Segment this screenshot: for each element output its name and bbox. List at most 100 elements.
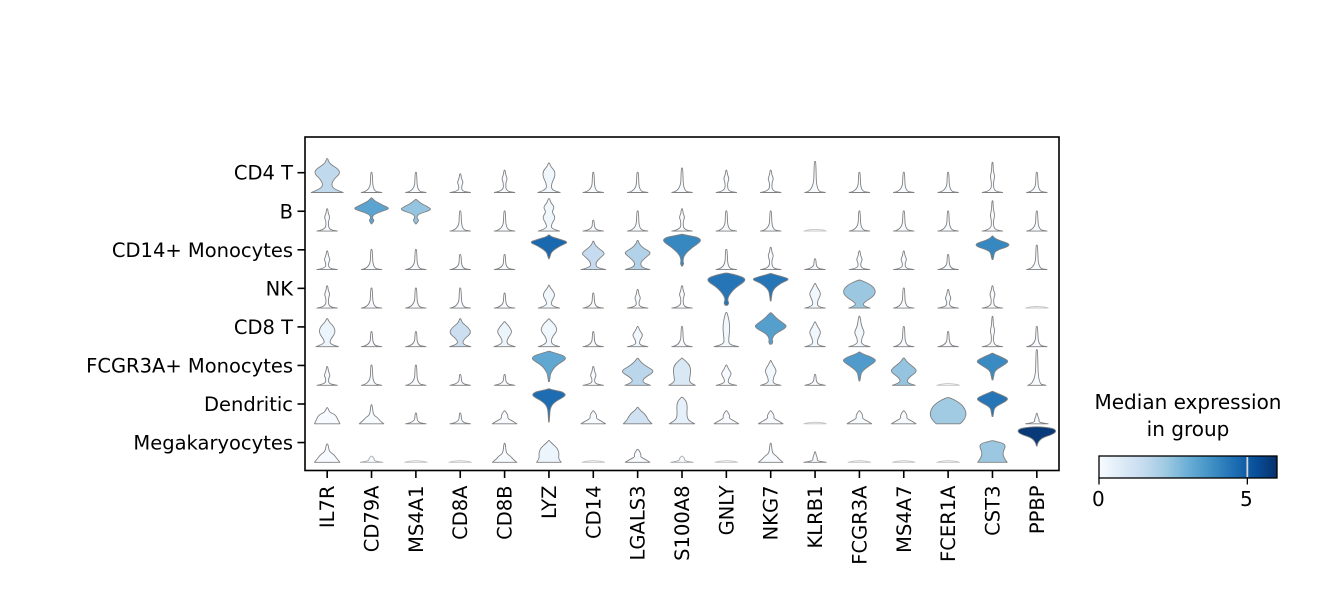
violin-Megakaryocytes-MS4A7	[892, 460, 916, 463]
violin-Megakaryocytes-CD14	[581, 460, 606, 463]
violin-NK-CST3	[981, 285, 1004, 309]
violin-NK-FCGR3A	[843, 279, 876, 309]
violin-CD4-T-NKG7	[760, 169, 782, 193]
violin-FCGR3A-Monocytes-CD14	[582, 366, 604, 386]
violin-Megakaryocytes-CD79A	[359, 455, 384, 463]
column-label: CD8A	[449, 485, 472, 540]
violin-Megakaryocytes-FCER1A	[936, 460, 960, 463]
violin-FCGR3A-Monocytes-NKG7	[760, 360, 782, 386]
violin-CD8-T-KLRB1	[804, 321, 826, 348]
violin-CD8-T-CD79A	[360, 331, 383, 348]
violin-FCGR3A-Monocytes-LYZ	[531, 350, 566, 383]
violin-Dendritic-NKG7	[757, 410, 784, 425]
row-label: Dendritic	[204, 393, 293, 416]
violin-Dendritic-CD14	[580, 410, 607, 425]
column-label: S100A8	[671, 486, 694, 561]
violin-CD14-Monocytes-IL7R	[316, 250, 338, 271]
violin-FCGR3A-Monocytes-CD8A	[449, 373, 471, 386]
violin-Megakaryocytes-NKG7	[757, 442, 784, 463]
column-label: LYZ	[538, 486, 561, 520]
violin-CD14-Monocytes-GNLY	[715, 248, 738, 271]
violin-B-LYZ	[537, 198, 561, 232]
violin-CD8-T-FCER1A	[937, 331, 959, 348]
violin-FCGR3A-Monocytes-KLRB1	[804, 373, 826, 386]
violin-B-KLRB1	[803, 229, 827, 232]
row-label: CD14+ Monocytes	[112, 239, 293, 262]
violin-FCGR3A-Monocytes-PPBP	[1027, 349, 1047, 386]
violin-NK-S100A8	[671, 285, 693, 309]
violin-B-PPBP	[1026, 210, 1048, 232]
violin-B-MS4A1	[400, 198, 431, 225]
violin-CD4-T-MS4A1	[405, 171, 427, 193]
violin-NK-MS4A1	[405, 287, 427, 309]
violin-CD8-T-GNLY	[713, 311, 740, 348]
violin-Dendritic-CST3	[977, 390, 1008, 418]
violin-Dendritic-LGALS3	[622, 406, 653, 425]
violin-CD14-Monocytes-CD8B	[493, 253, 516, 271]
violin-Dendritic-PPBP	[1025, 412, 1049, 425]
violin-Dendritic-MS4A1	[405, 412, 427, 425]
column-label: CD8B	[494, 486, 517, 540]
violin-B-CD14	[582, 219, 604, 232]
violin-Dendritic-LYZ	[532, 388, 566, 423]
violin-CD4-T-CD79A	[360, 171, 383, 193]
violin-CD14-Monocytes-CD8A	[449, 253, 471, 271]
violin-FCGR3A-Monocytes-FCGR3A	[843, 351, 876, 382]
violin-CD8-T-MS4A7	[893, 326, 915, 348]
violin-CD14-Monocytes-MS4A7	[893, 250, 915, 271]
column-label: MS4A1	[405, 486, 428, 553]
violin-Megakaryocytes-PPBP	[1017, 426, 1057, 447]
violin-Megakaryocytes-FCGR3A	[847, 460, 872, 463]
violin-FCGR3A-Monocytes-S100A8	[668, 357, 696, 386]
violin-CD14-Monocytes-LGALS3	[624, 239, 651, 271]
violin-CD4-T-MS4A7	[893, 171, 915, 193]
violin-B-MS4A7	[893, 210, 915, 232]
violin-CD8-T-LYZ	[537, 318, 561, 348]
colorbar-title: Median expression in group	[1063, 389, 1313, 443]
violin-CD14-Monocytes-CD79A	[360, 248, 383, 271]
violin-NK-GNLY	[707, 272, 746, 306]
violin-CD4-T-PPBP	[1026, 171, 1048, 193]
violin-CD8-T-CD14	[582, 331, 604, 348]
violin-CD8-T-IL7R	[315, 318, 339, 348]
violin-NK-PPBP	[1025, 306, 1049, 309]
violin-CD14-Monocytes-LYZ	[530, 234, 568, 260]
violin-Megakaryocytes-LGALS3	[624, 448, 651, 463]
violin-CD4-T-KLRB1	[804, 161, 826, 193]
violin-Dendritic-CD8B	[491, 410, 518, 425]
violin-CD14-Monocytes-KLRB1	[804, 258, 826, 271]
violin-B-CST3	[981, 200, 1004, 232]
violin-NK-CD8A	[449, 287, 471, 309]
violin-B-CD8A	[449, 210, 471, 232]
violin-FCGR3A-Monocytes-CST3	[976, 352, 1009, 381]
violin-NK-LYZ	[537, 284, 561, 309]
violin-CD14-Monocytes-NKG7	[760, 246, 782, 271]
row-label: CD8 T	[234, 316, 293, 339]
column-label: PPBP	[1026, 485, 1049, 534]
violin-CD14-Monocytes-CST3	[975, 235, 1010, 260]
violin-Dendritic-GNLY	[713, 410, 740, 425]
violin-FCGR3A-Monocytes-MS4A1	[405, 364, 427, 386]
colorbar-tick-label-0: 0	[1092, 487, 1105, 511]
violin-Dendritic-KLRB1	[803, 421, 827, 425]
violin-B-NKG7	[760, 210, 782, 232]
violin-CD4-T-FCER1A	[937, 171, 959, 193]
violin-CD4-T-CD8A	[449, 173, 471, 193]
violin-CD4-T-CD14	[582, 171, 604, 193]
violin-Megakaryocytes-LYZ	[536, 439, 562, 463]
violin-NK-NKG7	[752, 273, 789, 302]
violin-Megakaryocytes-CD8B	[491, 442, 518, 463]
violin-CD4-T-S100A8	[671, 167, 693, 193]
violin-CD14-Monocytes-FCER1A	[937, 253, 959, 271]
column-label: CST3	[981, 486, 1004, 536]
violin-CD8-T-CD8B	[493, 321, 516, 348]
violin-B-IL7R	[316, 208, 338, 232]
violin-Megakaryocytes-CD8A	[448, 460, 472, 463]
colorbar	[1098, 455, 1278, 479]
violin-Megakaryocytes-S100A8	[670, 455, 694, 463]
column-label: GNLY	[715, 485, 738, 535]
column-label: IL7R	[316, 486, 339, 529]
violin-Dendritic-FCER1A	[929, 397, 967, 425]
violin-NK-CD8B	[493, 292, 516, 309]
column-label: KLRB1	[804, 486, 827, 549]
